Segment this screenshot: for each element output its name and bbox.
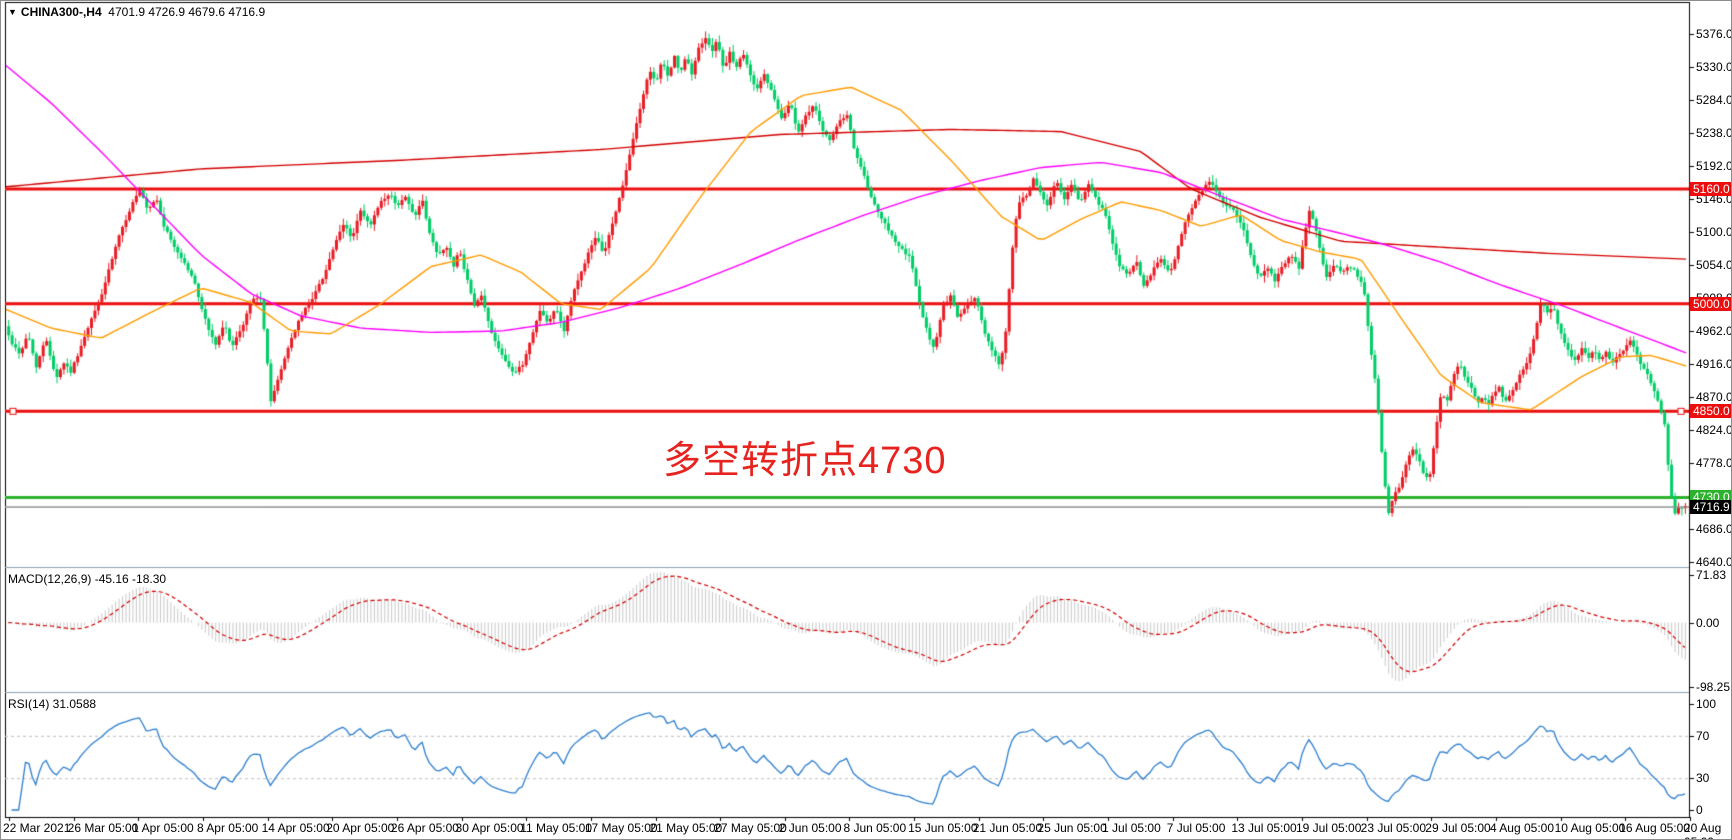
price-axis-tick-label: 5330.0 <box>1696 60 1732 74</box>
time-axis-date-label: 22 Mar 2021 <box>3 821 71 835</box>
time-axis-date-label: 20 Aug 05:00 <box>1683 821 1722 839</box>
time-axis-date-label: 15 Jun 05:00 <box>908 821 978 835</box>
price-axis-tick-label: 5376.0 <box>1696 27 1732 41</box>
price-axis-tick-label: 4962.0 <box>1696 324 1732 338</box>
macd-indicator-label: MACD(12,26,9) -45.16 -18.30 <box>8 572 167 586</box>
time-axis-date-label: 11 May 05:00 <box>520 821 593 835</box>
time-axis-date-label: 8 Jun 05:00 <box>843 821 907 835</box>
price-axis-tick-label: 4916.0 <box>1696 357 1732 371</box>
time-axis-date-label: 25 Jun 05:00 <box>1037 821 1107 835</box>
time-axis-date-label: 4 Aug 05:00 <box>1489 821 1554 835</box>
price-marker-5160.0: 5160.0 <box>1690 181 1731 196</box>
time-axis-date-label: 13 Jul 05:00 <box>1231 821 1297 835</box>
time-axis-date-label: 19 Jul 05:00 <box>1296 821 1362 835</box>
price-axis-tick-label: 5238.0 <box>1696 126 1732 140</box>
price-axis-tick-label: 5192.0 <box>1696 159 1732 173</box>
price-marker-5000.0: 5000.0 <box>1690 296 1731 311</box>
macd-scale-max: 71.83 <box>1696 568 1727 583</box>
time-axis-date-label: 2 Jun 05:00 <box>778 821 842 835</box>
time-axis-date-label: 7 Jul 05:00 <box>1166 821 1226 835</box>
time-axis-date-label: 21 May 05:00 <box>649 821 723 835</box>
price-axis-tick-label: 4778.0 <box>1696 456 1732 470</box>
rsi-scale-30: 30 <box>1696 771 1710 786</box>
time-axis-date-label: 23 Jul 05:00 <box>1360 821 1427 835</box>
annotation-text[interactable]: 多空转折点4730 <box>663 440 947 482</box>
macd-scale-min: -98.25 <box>1696 680 1731 695</box>
time-axis-date-label: 26 Apr 05:00 <box>390 821 459 835</box>
price-axis-tick-label: 4640.0 <box>1696 555 1732 569</box>
rsi-indicator-label: RSI(14) 31.0588 <box>8 697 97 711</box>
symbol-info: ▼ CHINA300-,H4 4701.9 4726.9 4679.6 4716.… <box>8 5 265 19</box>
time-axis-date-label: 26 Mar 05:00 <box>67 821 139 835</box>
price-axis-tick-label: 5284.0 <box>1696 93 1732 107</box>
price-marker-4716.9: 4716.9 <box>1690 499 1731 514</box>
time-axis-date-label: 21 Jun 05:00 <box>972 821 1043 835</box>
time-axis-date-label: 14 Apr 05:00 <box>261 821 330 835</box>
symbol-ohlc-values: 4701.9 4726.9 4679.6 4716.9 <box>108 5 266 19</box>
price-axis-tick-label: 4870.0 <box>1696 390 1732 404</box>
rsi-scale-0: 0 <box>1696 803 1703 817</box>
rsi-scale-70: 70 <box>1696 728 1710 743</box>
time-axis-date-label: 29 Jul 05:00 <box>1425 821 1491 835</box>
time-axis-date-label: 30 Apr 05:00 <box>455 821 524 835</box>
price-axis-tick-label: 5054.0 <box>1696 258 1732 272</box>
time-axis-date-label: 16 Aug 05:00 <box>1619 821 1690 835</box>
time-axis-date-label: 10 Aug 05:00 <box>1554 821 1626 835</box>
price-axis-tick-label: 4824.0 <box>1696 423 1732 437</box>
price-axis-tick-label: 4686.0 <box>1696 522 1732 536</box>
time-axis-date-label: 27 May 05:00 <box>714 821 787 835</box>
price-axis-tick-label: 5100.0 <box>1696 225 1732 239</box>
time-axis-date-label: 17 May 05:00 <box>584 821 658 835</box>
time-axis-date-label: 8 Apr 05:00 <box>196 821 259 835</box>
time-axis-date-label: 1 Apr 05:00 <box>132 821 194 835</box>
symbol-name: CHINA300-,H4 <box>20 5 102 19</box>
time-axis-date-label: 20 Apr 05:00 <box>326 821 395 835</box>
symbol-dropdown-icon[interactable]: ▼ <box>8 7 17 17</box>
macd-scale-zero: 0.00 <box>1696 615 1720 630</box>
time-axis-date-label: 1 Jul 05:00 <box>1102 821 1161 835</box>
price-marker-4850.0: 4850.0 <box>1690 404 1731 419</box>
rsi-scale-100: 100 <box>1696 697 1717 711</box>
